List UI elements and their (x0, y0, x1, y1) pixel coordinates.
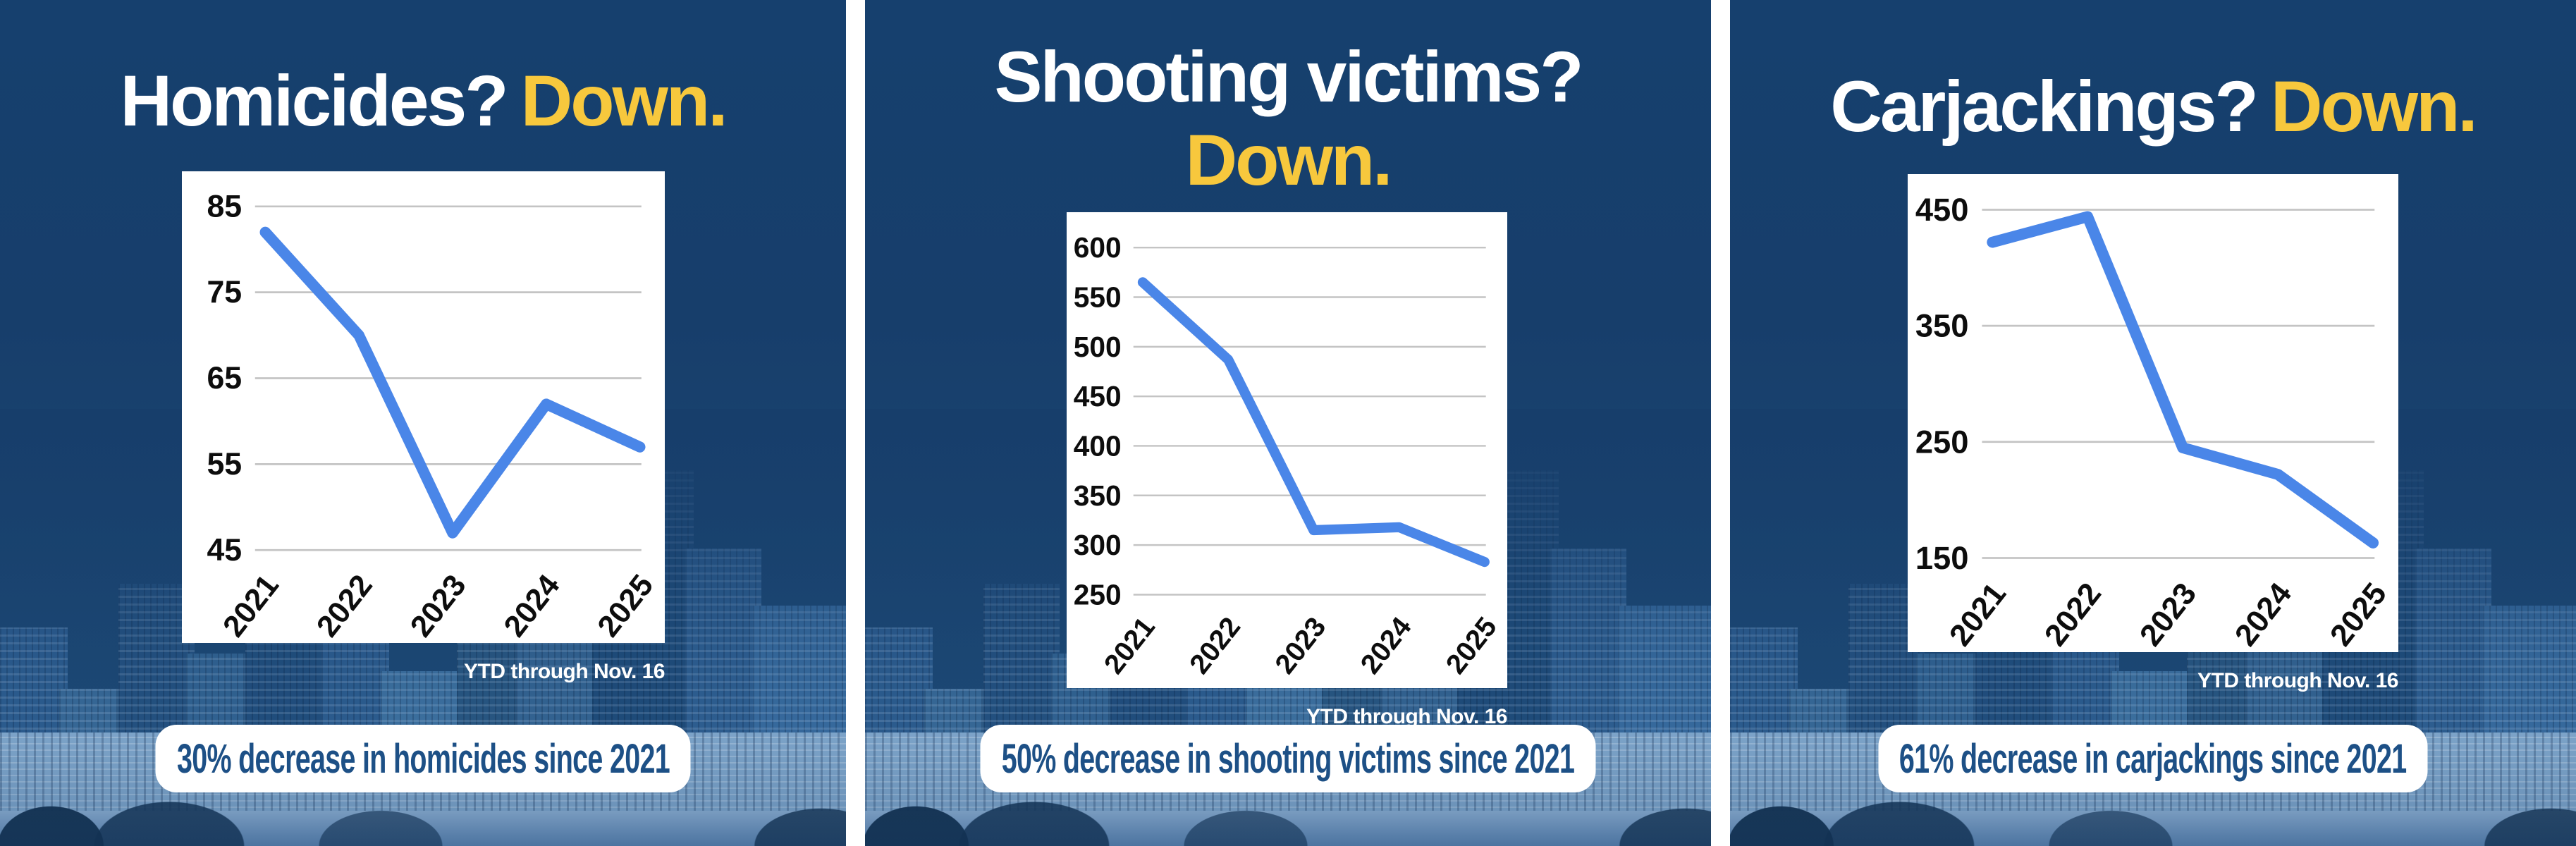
x-tick-label: 2024 (1354, 611, 1417, 680)
y-tick-label: 600 (1074, 231, 1122, 264)
skyline-building (1550, 548, 1626, 846)
carjackings-line-chart: 150 250 350 450 2021 2022 2023 2024 2025 (1908, 174, 2398, 652)
chart-area: 45 55 65 75 85 2021 2022 2023 2024 2025 YTD throu… (182, 171, 666, 684)
y-tick-label: 150 (1915, 540, 1969, 576)
x-tick-label: 2023 (404, 569, 473, 643)
x-tick-label: 2025 (2324, 577, 2393, 652)
skyline-building (2415, 548, 2491, 846)
title-question: Carjackings? (1830, 66, 2259, 147)
y-tick-label: 450 (1074, 380, 1122, 412)
x-tick-label: 2023 (2133, 577, 2203, 652)
skyline-building (685, 548, 761, 846)
chart-area: 250 300 350 400 450 500 550 600 2021 2022 2023 2024… (1067, 212, 1508, 729)
y-tick-label: 45 (207, 533, 242, 568)
y-tick-label: 400 (1074, 429, 1122, 462)
y-tick-label: 85 (207, 189, 242, 223)
stat-banner-text: 61% decrease in carjackings since 2021 (1899, 735, 2407, 782)
x-tick-label: 2021 (1943, 577, 2013, 652)
skyline-building (1618, 606, 1711, 846)
skyline-building (2483, 606, 2576, 846)
x-tick-label: 2025 (591, 569, 661, 643)
stat-banner: 50% decrease in shooting victims since 2… (980, 725, 1596, 792)
title-question: Shooting victims? (994, 37, 1583, 117)
skyline-road (865, 811, 1711, 846)
y-tick-label: 65 (207, 361, 242, 396)
y-tick-label: 550 (1074, 281, 1122, 314)
panel-title: Homicides? Down. (0, 59, 846, 142)
y-tick-label: 500 (1074, 331, 1122, 363)
panel-homicides: Homicides? Down. 45 55 65 75 85 2021 2022 2023 20… (0, 0, 846, 846)
skyline-building (59, 688, 127, 846)
skyline-trees (1730, 785, 2576, 846)
line-chart-svg: 45 55 65 75 85 2021 2022 2023 2024 2025 (207, 189, 661, 643)
panel-carjackings: Carjackings? Down. 150 250 350 450 2021 2022 20… (1730, 0, 2576, 846)
x-tick-label: 2024 (498, 569, 567, 643)
title-answer: Down. (2270, 66, 2478, 147)
skyline-trees (0, 785, 846, 846)
panel-title: Shooting victims? Down. (865, 35, 1711, 202)
x-tick-label: 2022 (1184, 611, 1246, 680)
data-line (259, 226, 646, 539)
skyline-building (0, 627, 68, 846)
shooting-victims-line-chart: 250 300 350 400 450 500 550 600 2021 2022 2023 2024… (1067, 212, 1507, 688)
chart-footnote: YTD through Nov. 16 (2197, 669, 2398, 692)
panel-title: Carjackings? Down. (1730, 65, 2576, 148)
skyline-road (0, 811, 846, 846)
skyline-building (753, 606, 846, 846)
y-tick-label: 350 (1074, 479, 1122, 512)
x-tick-label: 2022 (2038, 577, 2108, 652)
x-tick-label: 2021 (216, 569, 286, 643)
title-answer: Down. (1185, 120, 1393, 201)
title-answer: Down. (520, 61, 728, 141)
homicides-line-chart: 45 55 65 75 85 2021 2022 2023 2024 2025 (182, 171, 665, 643)
y-tick-label: 300 (1074, 529, 1122, 561)
x-tick-label: 2023 (1269, 611, 1332, 680)
title-question: Homicides? (120, 61, 508, 141)
stat-banner-text: 50% decrease in shooting victims since 2… (1001, 735, 1575, 782)
y-tick-label: 250 (1074, 578, 1122, 611)
x-tick-label: 2024 (2228, 577, 2299, 652)
skyline-road (1730, 811, 2576, 846)
y-tick-label: 250 (1915, 424, 1969, 460)
data-line (1987, 211, 2379, 548)
panel-shooting-victims: Shooting victims? Down. 250 300 350 400 450 50… (865, 0, 1711, 846)
y-tick-label: 55 (207, 447, 242, 482)
chart-footnote: YTD through Nov. 16 (464, 660, 665, 683)
y-tick-label: 350 (1915, 308, 1969, 344)
chart-area: 150 250 350 450 2021 2022 2023 2024 2025 YTD thr… (1908, 174, 2399, 693)
skyline-building (1730, 627, 1798, 846)
y-tick-label: 75 (207, 275, 242, 309)
line-chart-svg: 250 300 350 400 450 500 550 600 2021 2022 2023 2024… (1074, 231, 1503, 680)
stat-banner-text: 30% decrease in homicides since 2021 (176, 735, 670, 782)
skyline-building (983, 584, 1060, 846)
skyline-trees (865, 785, 1711, 846)
skyline-building (865, 627, 933, 846)
x-tick-label: 2022 (310, 569, 379, 643)
skyline-building (1789, 688, 1857, 846)
x-tick-label: 2021 (1098, 611, 1161, 680)
stat-banner: 30% decrease in homicides since 2021 (155, 725, 691, 792)
x-tick-label: 2025 (1440, 611, 1503, 680)
chart-footnote: YTD through Nov. 16 (1306, 705, 1507, 728)
data-line (1137, 277, 1490, 568)
line-chart-svg: 150 250 350 450 2021 2022 2023 2024 2025 (1915, 192, 2393, 652)
y-tick-label: 450 (1915, 192, 1969, 228)
stat-banner: 61% decrease in carjackings since 2021 (1878, 725, 2428, 792)
